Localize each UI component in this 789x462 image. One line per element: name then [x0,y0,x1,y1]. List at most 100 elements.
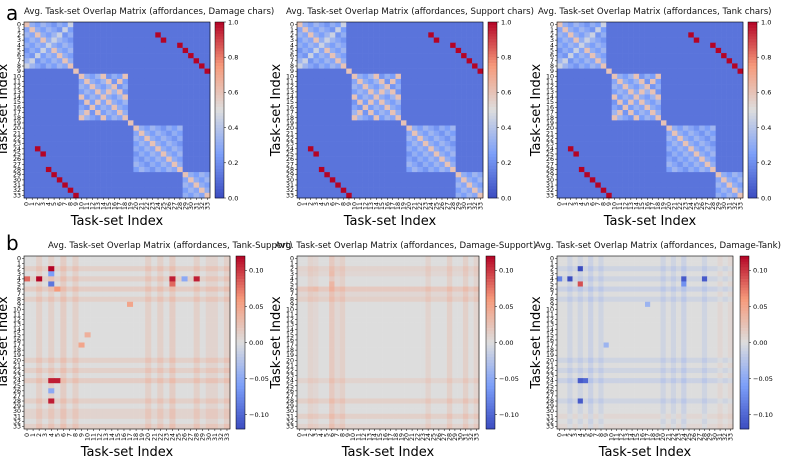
heatmap-cell [677,192,684,199]
heatmap-cell [384,172,391,178]
heatmap-cell [373,187,380,194]
heatmap-cell [177,156,183,163]
heatmap-cell [122,151,129,157]
heatmap-cell [417,53,424,59]
heatmap-cell [40,89,47,95]
heatmap-cell [379,172,385,178]
heatmap-cell [732,63,738,69]
heatmap-cell [340,99,347,106]
heatmap-cell [417,172,424,178]
heatmap-cell [30,342,37,348]
heatmap-cell [666,32,673,38]
heatmap-cell [205,301,213,308]
heatmap-cell [29,172,36,178]
colorbar-segment [215,162,224,167]
heatmap-cell [42,332,49,338]
heatmap-cell [584,192,591,199]
heatmap-cell [127,146,134,152]
heatmap-cell [444,177,451,183]
colorbar-tick-label: 0.2 [501,159,511,167]
heatmap-cell [362,84,369,90]
heatmap-cell [406,130,413,137]
heatmap-cell [108,266,116,272]
heatmap-cell [102,362,110,369]
heatmap-cell [188,156,194,163]
heatmap-cell [117,32,123,38]
heatmap-cell [600,89,607,95]
heatmap-cell [562,42,569,49]
heatmap-cell [24,27,30,33]
heatmap-cell [193,256,201,262]
heatmap-cell [557,120,563,126]
heatmap-cell [29,53,36,59]
heatmap-cell [90,296,98,303]
heatmap-cell [650,182,656,188]
heatmap-cell [181,347,188,353]
heatmap-cell [346,84,353,90]
heatmap-cell [42,337,49,343]
heatmap-cell [335,47,342,54]
heatmap-cell [584,177,591,183]
heatmap-cell [628,146,634,152]
heatmap-cell [433,130,440,137]
heatmap-cell [335,182,342,188]
heatmap-cell [606,115,613,121]
heatmap-cell [578,120,585,126]
heatmap-cell [72,362,79,369]
heatmap-cell [155,135,162,142]
colorbar-segment [488,80,497,84]
heatmap-cell [677,94,684,100]
heatmap-cell [357,151,363,157]
colorbar-segment [488,168,497,172]
heatmap-cell [606,141,613,147]
y-tick-label: 24 [13,146,21,153]
colorbar-segment [488,71,497,76]
heatmap-cell [138,141,145,147]
heatmap-cell [108,322,116,328]
heatmap-cell [106,182,112,188]
heatmap-cell [187,306,194,313]
heatmap-cell [133,42,140,49]
heatmap-cell [617,115,623,121]
heatmap-cell [151,373,158,379]
heatmap-cell [133,125,140,132]
heatmap-cell [384,27,391,33]
heatmap-cell [411,32,418,38]
heatmap-cell [144,94,151,100]
heatmap-cell [30,261,37,267]
heatmap-cell [138,94,145,100]
heatmap-cell [166,161,173,168]
heatmap-cell [133,84,140,90]
x-tick-label: 19 [128,202,135,210]
heatmap-cell [639,177,645,183]
heatmap-cell [313,125,320,132]
heatmap-cell [666,130,673,137]
heatmap-cell [472,53,478,59]
heatmap-cell [67,47,74,54]
heatmap-cell [138,182,145,188]
heatmap-cell [108,373,116,379]
heatmap-cell [324,63,331,69]
heatmap-cell [51,151,58,157]
heatmap-cell [36,337,43,343]
heatmap-cell [340,130,347,137]
heatmap-cell [36,332,43,338]
heatmap-cell [67,110,74,116]
heatmap-cell [138,135,145,142]
heatmap-cell [205,266,213,272]
heatmap-cell [622,172,629,178]
heatmap-cell [163,271,170,277]
heatmap-cell [187,271,194,277]
heatmap-cell [567,151,574,157]
heatmap-cell [223,327,231,333]
heatmap-cell [127,276,134,282]
heatmap-cell [199,347,207,353]
heatmap-cell [324,166,331,173]
heatmap-cell [639,182,645,188]
y-tick-label: 21 [286,130,294,137]
heatmap-cell [639,22,645,28]
heatmap-cell [368,146,374,152]
heatmap-cell [78,166,85,173]
heatmap-cell [351,63,358,69]
heatmap-cell [633,187,640,194]
